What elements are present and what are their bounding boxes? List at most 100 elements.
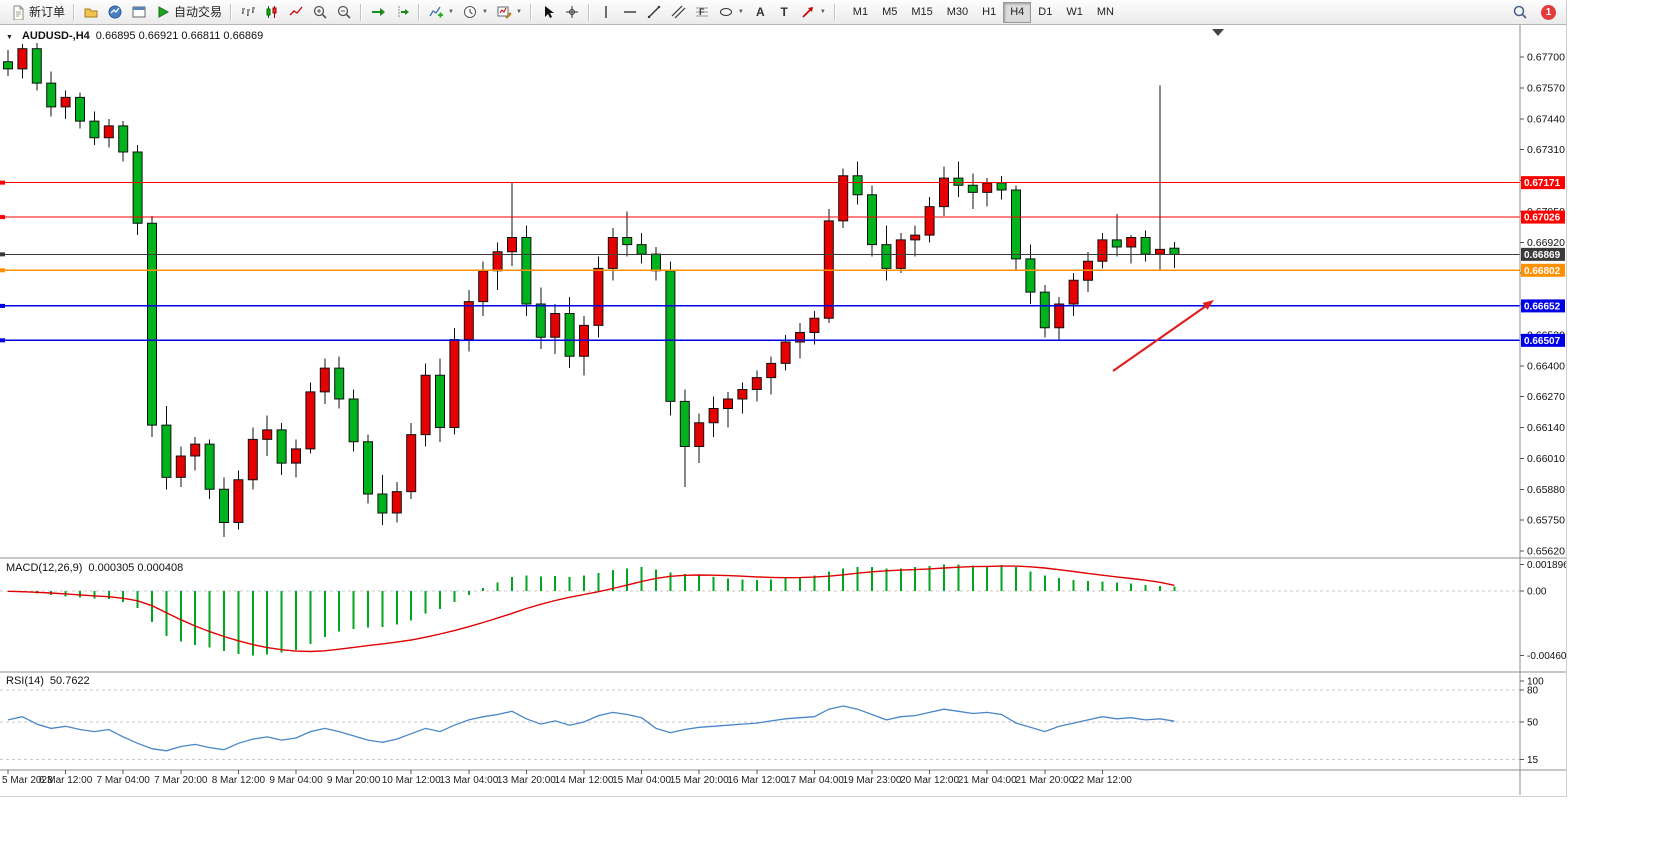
shapes-button[interactable]: ▼ — [714, 2, 748, 23]
cursor-button[interactable] — [536, 2, 560, 23]
candle-body — [334, 367, 345, 400]
periods-button[interactable]: ▼ — [458, 2, 492, 23]
macd-axis-label: 0.001896 — [1527, 560, 1566, 571]
candle-body — [17, 48, 28, 70]
time-axis-label: 9 Mar 20:00 — [327, 775, 381, 786]
candle-body — [564, 313, 575, 357]
timeframe-d1[interactable]: D1 — [1038, 6, 1053, 18]
candle-body — [75, 96, 85, 122]
candle-body — [838, 175, 849, 222]
price-axis-label: 0.66400 — [1527, 360, 1565, 372]
line-left-marker — [0, 338, 5, 343]
notification-badge[interactable]: 1 — [1541, 4, 1556, 20]
candle-body — [607, 237, 618, 269]
candlestick-chart-button[interactable] — [260, 2, 284, 23]
line-left-marker — [0, 252, 5, 257]
toolbar-separator — [529, 3, 532, 21]
trend-arrow-line[interactable] — [1112, 305, 1207, 372]
label-button[interactable]: T — [772, 2, 796, 23]
vertical-line-button[interactable] — [594, 2, 618, 23]
candle-body — [953, 177, 964, 186]
zoom-out-button[interactable] — [332, 2, 356, 23]
templates-icon — [496, 4, 512, 20]
time-axis-label: 9 Mar 04:00 — [269, 775, 323, 786]
timeframe-m5[interactable]: M5 — [882, 6, 898, 18]
candle-body — [636, 244, 647, 255]
profiles-button[interactable] — [79, 2, 103, 23]
timeframe-w1[interactable]: W1 — [1066, 6, 1083, 18]
line-left-marker — [0, 215, 5, 220]
price-axis-label: 0.67700 — [1527, 52, 1565, 64]
candle-body — [708, 408, 719, 424]
macd-indicator-label: MACD(12,26,9) 0.000305 0.000408 — [6, 562, 183, 574]
arrows-tool-icon — [800, 4, 816, 20]
chart-shift-button[interactable] — [390, 2, 414, 23]
candle-body — [1054, 303, 1065, 329]
candle-body — [535, 303, 546, 338]
search-button[interactable] — [1506, 1, 1534, 24]
candle-body — [1068, 279, 1079, 305]
text-button[interactable]: A — [748, 2, 772, 23]
data-window-icon — [131, 4, 147, 20]
candle-body — [852, 175, 863, 196]
price-axis-label: 0.66140 — [1527, 422, 1565, 434]
price-axis-label: 0.66270 — [1527, 391, 1565, 403]
horizontal-line-button[interactable] — [618, 2, 642, 23]
timeframe-m30[interactable]: M30 — [946, 6, 969, 18]
bar-chart-button[interactable] — [236, 2, 260, 23]
market-watch-button[interactable] — [103, 2, 127, 23]
timeframe-m1[interactable]: M1 — [852, 6, 869, 18]
search-icon — [1512, 4, 1528, 20]
candle-body — [1140, 237, 1151, 255]
market-watch-icon — [107, 4, 123, 20]
candle-body — [939, 177, 949, 208]
crosshair-button[interactable] — [560, 2, 584, 23]
timeframe-mn[interactable]: MN — [1096, 6, 1114, 18]
chart-shift-marker[interactable] — [1212, 29, 1224, 36]
channel-icon — [670, 4, 686, 20]
auto-scroll-button[interactable] — [366, 2, 390, 23]
price-axis-label: 0.66010 — [1527, 453, 1565, 465]
trend-arrow[interactable] — [1112, 300, 1214, 372]
candle-body — [449, 339, 460, 428]
timeframe-h4[interactable]: H4 — [1003, 1, 1032, 23]
time-axis-label: 21 Mar 20:00 — [1015, 775, 1074, 786]
candle-body — [3, 61, 13, 70]
candle-body — [118, 125, 129, 153]
fibonacci-button[interactable]: F — [690, 2, 714, 23]
price-chart-canvas[interactable]: 0.677000.675700.674400.673100.671800.670… — [0, 25, 1566, 795]
time-axis-label: 15 Mar 04:00 — [612, 775, 671, 786]
candle-body — [737, 389, 748, 400]
line-chart-button[interactable] — [284, 2, 308, 23]
indicators-button[interactable]: ▼ — [424, 2, 458, 23]
auto-trading-button[interactable]: 自动交易 — [151, 2, 226, 23]
candle-body — [204, 443, 215, 490]
data-window-button[interactable] — [127, 2, 151, 23]
chart-collapse-arrow-icon[interactable]: ▼ — [6, 34, 13, 41]
timeframe-h1[interactable]: H1 — [982, 6, 997, 18]
candle-body — [1169, 247, 1180, 255]
zoom-out-icon — [336, 4, 352, 20]
price-axis[interactable]: 0.677000.675700.674400.673100.671800.670… — [1520, 52, 1566, 766]
candle-body — [924, 206, 935, 236]
timeframe-group: M1 M5 M15 M30 H1 H4 D1 W1 MN — [846, 1, 1121, 23]
arrows-button[interactable]: ▼ — [796, 2, 830, 23]
time-axis-label: 13 Mar 04:00 — [439, 775, 498, 786]
candle-body — [219, 488, 229, 523]
macd-title: MACD(12,26,9) — [6, 562, 83, 574]
candle-body — [348, 398, 359, 443]
new-order-button[interactable]: 新订单 — [6, 2, 69, 23]
candle-body — [132, 151, 143, 224]
templates-button[interactable]: ▼ — [492, 2, 526, 23]
time-axis-label: 17 Mar 04:00 — [785, 775, 844, 786]
toolbar-button-group: 新订单 自动交易 ▼ ▼ ▼ F ▼ A T ▼ — [6, 2, 840, 23]
trendline-button[interactable] — [642, 2, 666, 23]
zoom-in-button[interactable] — [308, 2, 332, 23]
channel-button[interactable] — [666, 2, 690, 23]
price-badge — [1521, 299, 1565, 313]
time-axis-label: 8 Mar 12:00 — [212, 775, 266, 786]
candle-body — [391, 491, 402, 514]
timeframe-m15[interactable]: M15 — [911, 6, 933, 18]
macd-values: 0.000305 0.000408 — [88, 562, 184, 574]
